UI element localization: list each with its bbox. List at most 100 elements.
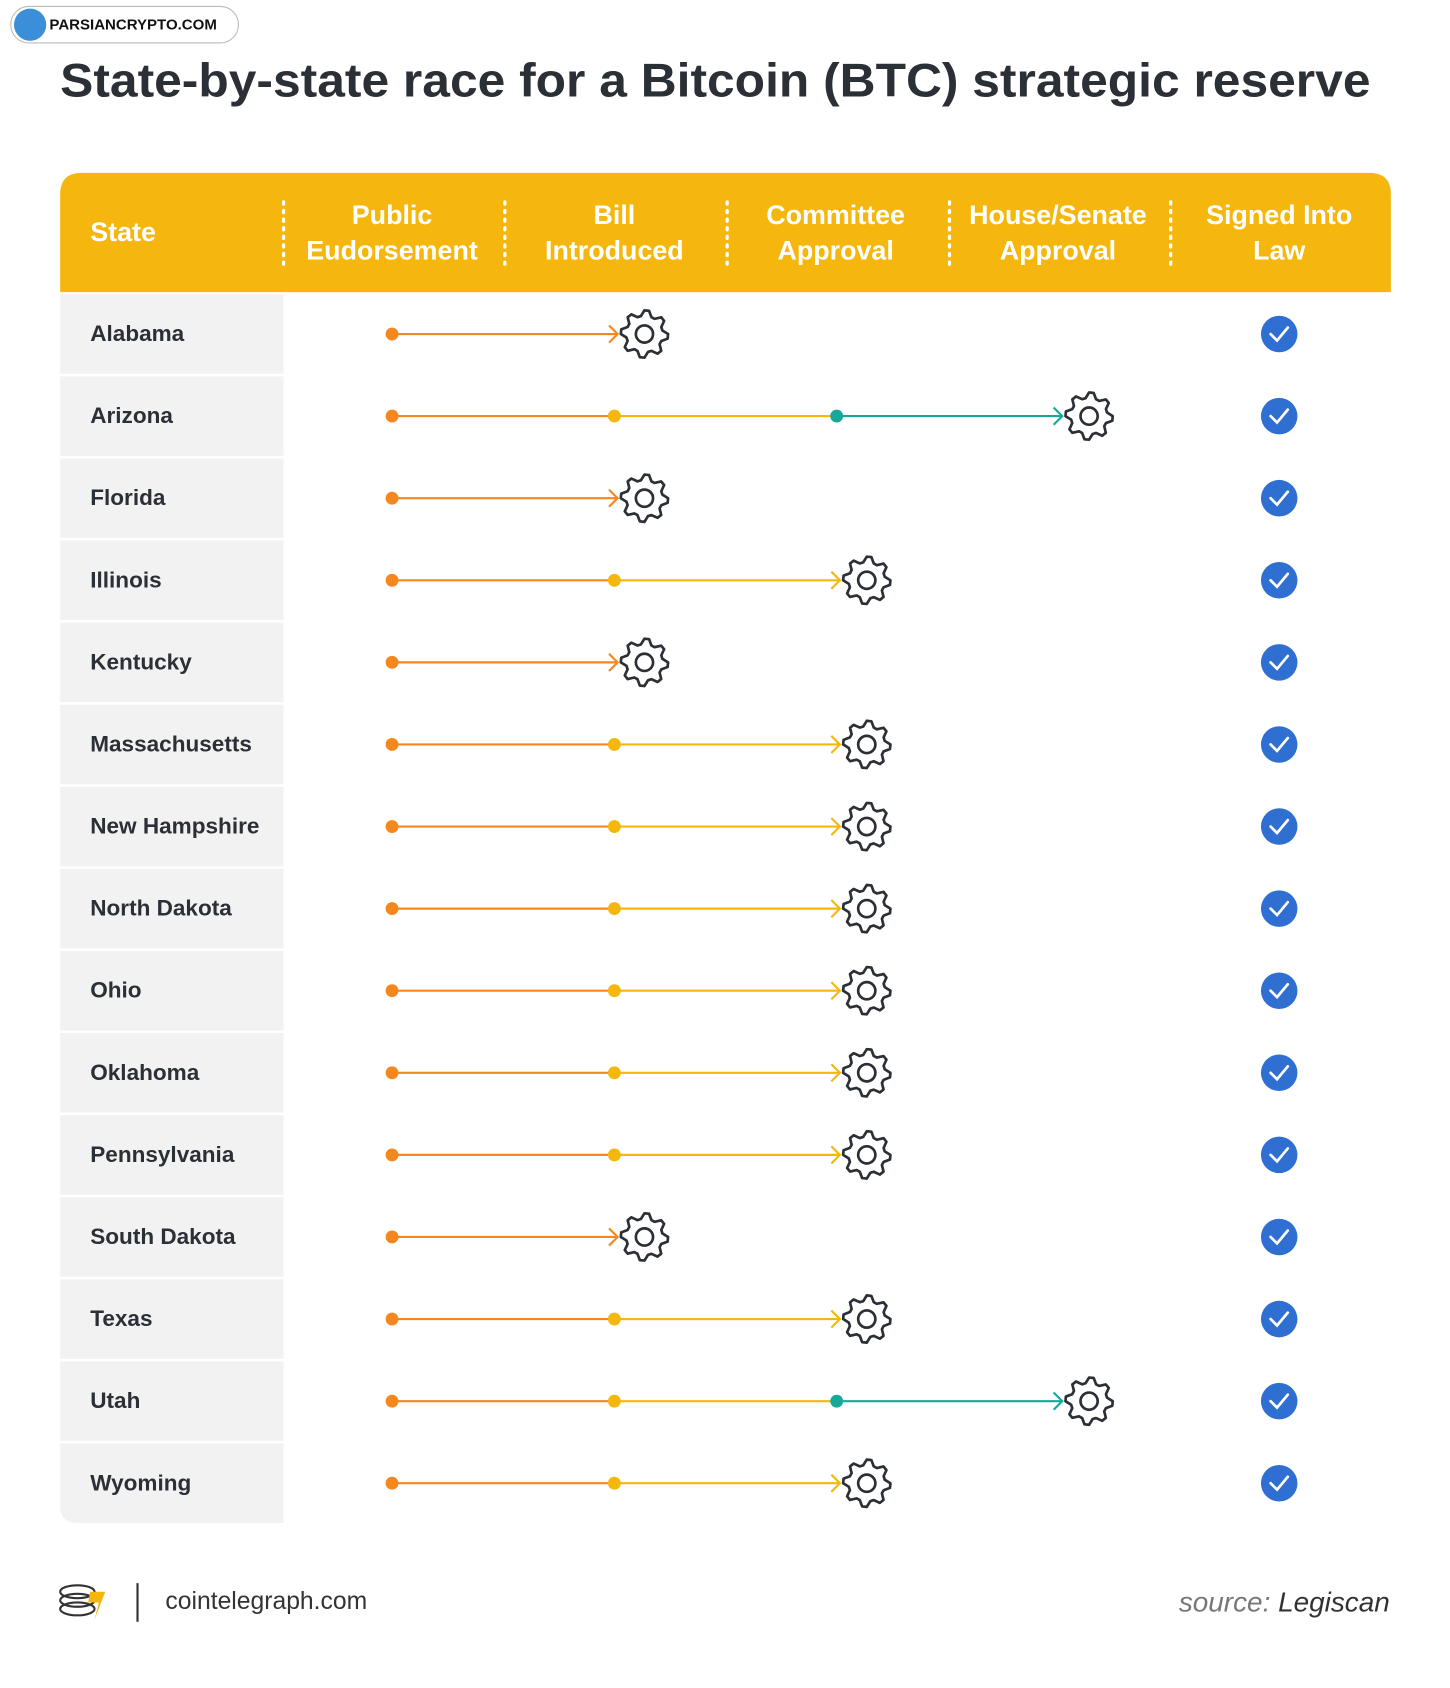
gear <box>841 1047 892 1098</box>
stage-dot <box>385 1394 399 1408</box>
gear <box>841 1294 892 1344</box>
signed-check <box>1269 818 1290 835</box>
gear <box>619 473 670 524</box>
signed-check <box>1269 982 1290 1000</box>
gear-hole <box>634 324 655 344</box>
header-stage: Introduced <box>545 235 684 265</box>
gear <box>619 309 670 359</box>
watermark-badge <box>10 5 240 44</box>
signed-check-bg <box>1260 644 1298 681</box>
signed-check <box>1269 1393 1290 1410</box>
gear-hole <box>634 488 655 509</box>
arrow-head <box>830 899 842 918</box>
gear <box>841 1458 892 1509</box>
signed-check <box>1269 1147 1290 1164</box>
gear-hole <box>856 1473 877 1494</box>
header-stage: Approval <box>777 235 893 265</box>
stage-dot <box>607 1394 621 1408</box>
header-stage: Signed Into <box>1206 200 1352 230</box>
state-name: Ohio <box>90 978 141 1003</box>
header-stage: Eudorsement <box>306 235 478 265</box>
state-cell <box>60 868 284 949</box>
state-name: Illinois <box>90 567 161 592</box>
title: State-by-state race for a Bitcoin (BTC) … <box>60 54 1370 107</box>
gear <box>841 555 892 606</box>
footer-source: source: Legiscan <box>1179 1587 1390 1618</box>
signed-check-bg <box>1260 972 1298 1009</box>
arrow-head <box>830 1473 842 1493</box>
state-cell <box>60 1033 284 1113</box>
stage-dot <box>607 1476 621 1490</box>
signed-check-bg <box>1260 397 1298 435</box>
header-stage: Public <box>352 200 433 230</box>
arrow-head <box>830 1063 842 1083</box>
stage-dot <box>385 327 399 341</box>
stage-dot <box>385 984 399 998</box>
stage-dot <box>830 409 844 423</box>
header-stage: House/Senate <box>969 200 1147 230</box>
state-cell <box>60 540 284 621</box>
gear <box>841 801 892 852</box>
signed-check-bg <box>1260 1218 1298 1256</box>
gear <box>841 883 892 934</box>
state-name: Oklahoma <box>90 1060 199 1085</box>
arrow-head <box>1052 406 1064 426</box>
state-cell <box>60 1197 284 1277</box>
stage-dot <box>607 984 621 998</box>
stage-dot <box>385 491 399 505</box>
stage-dot <box>607 1066 621 1080</box>
signed-check <box>1269 1311 1290 1328</box>
header-state: State <box>90 217 156 247</box>
header-stage: Committee <box>766 200 905 230</box>
stage-dot <box>385 1148 399 1162</box>
signed-check <box>1269 1229 1290 1246</box>
signed-check-bg <box>1260 562 1298 599</box>
gear <box>619 1211 670 1262</box>
header-stage: Law <box>1253 235 1305 265</box>
stage-dot <box>607 573 621 587</box>
source-label: source: <box>1179 1587 1271 1618</box>
state-cell <box>60 622 284 703</box>
arrow-head <box>830 570 842 590</box>
state-cell <box>60 294 284 374</box>
signed-check-bg <box>1260 726 1298 763</box>
state-name: Arizona <box>90 403 173 428</box>
state-name: Massachusetts <box>90 731 252 756</box>
arrow-head <box>608 1227 620 1247</box>
stage-dot <box>607 1148 621 1162</box>
signed-check-bg <box>1260 1054 1298 1092</box>
signed-check <box>1269 326 1290 343</box>
state-name: Texas <box>90 1306 152 1331</box>
state-name: Florida <box>90 485 166 510</box>
signed-check <box>1269 900 1290 918</box>
gear-hole <box>856 1144 877 1165</box>
stage-dot <box>385 902 399 916</box>
stage-dot <box>385 573 399 587</box>
signed-check <box>1269 1065 1290 1082</box>
stage-dot <box>385 1312 399 1326</box>
stage-dot <box>385 738 399 751</box>
gear <box>1064 1376 1115 1427</box>
signed-check-bg <box>1260 479 1298 517</box>
state-name: South Dakota <box>90 1224 236 1249</box>
state-cell <box>60 950 284 1031</box>
state-name: New Hampshire <box>90 814 259 839</box>
arrow-head <box>608 324 620 344</box>
arrow-head <box>830 981 842 1001</box>
gear-hole <box>856 570 877 591</box>
signed-check <box>1269 408 1290 425</box>
gear-hole <box>634 1227 655 1247</box>
gear <box>619 637 670 688</box>
rows: Alabama Arizona Florida Illinois Kentucky Mas… <box>60 294 1298 1523</box>
state-cell <box>60 458 284 538</box>
stage-dot <box>385 1476 399 1490</box>
signed-check <box>1269 490 1290 507</box>
arrow-head <box>830 817 842 836</box>
gear-hole <box>634 652 655 673</box>
state-name: Kentucky <box>90 649 192 674</box>
state-name: Wyoming <box>90 1470 191 1495</box>
state-cell <box>60 786 284 867</box>
signed-check-bg <box>1260 890 1298 927</box>
gear-hole <box>856 734 877 755</box>
gear-hole <box>856 1309 877 1329</box>
